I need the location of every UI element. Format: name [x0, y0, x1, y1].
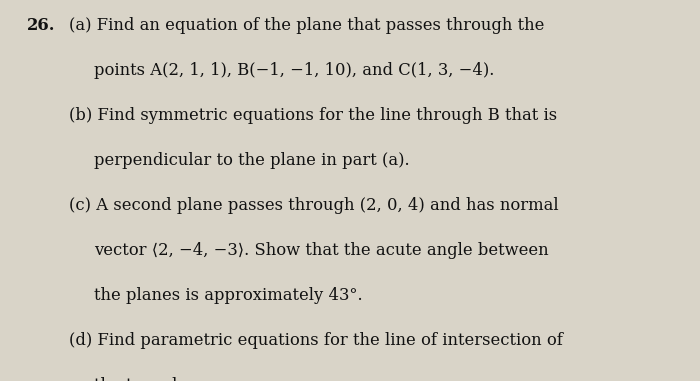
Text: (d) Find parametric equations for the line of intersection of: (d) Find parametric equations for the li… [69, 332, 563, 349]
Text: (b) Find symmetric equations for the line through B that is: (b) Find symmetric equations for the lin… [69, 107, 556, 124]
Text: vector ⟨2, −4, −3⟩. Show that the acute angle between: vector ⟨2, −4, −3⟩. Show that the acute … [94, 242, 549, 259]
Text: (a) Find an equation of the plane that passes through the: (a) Find an equation of the plane that p… [69, 17, 544, 34]
Text: perpendicular to the plane in part (a).: perpendicular to the plane in part (a). [94, 152, 410, 169]
Text: 26.: 26. [27, 17, 55, 34]
Text: the planes is approximately 43°.: the planes is approximately 43°. [94, 287, 363, 304]
Text: points A(2, 1, 1), B(−1, −1, 10), and C(1, 3, −4).: points A(2, 1, 1), B(−1, −1, 10), and C(… [94, 62, 495, 79]
Text: the two planes.: the two planes. [94, 377, 221, 381]
Text: (c) A second plane passes through (2, 0, 4) and has normal: (c) A second plane passes through (2, 0,… [69, 197, 558, 214]
